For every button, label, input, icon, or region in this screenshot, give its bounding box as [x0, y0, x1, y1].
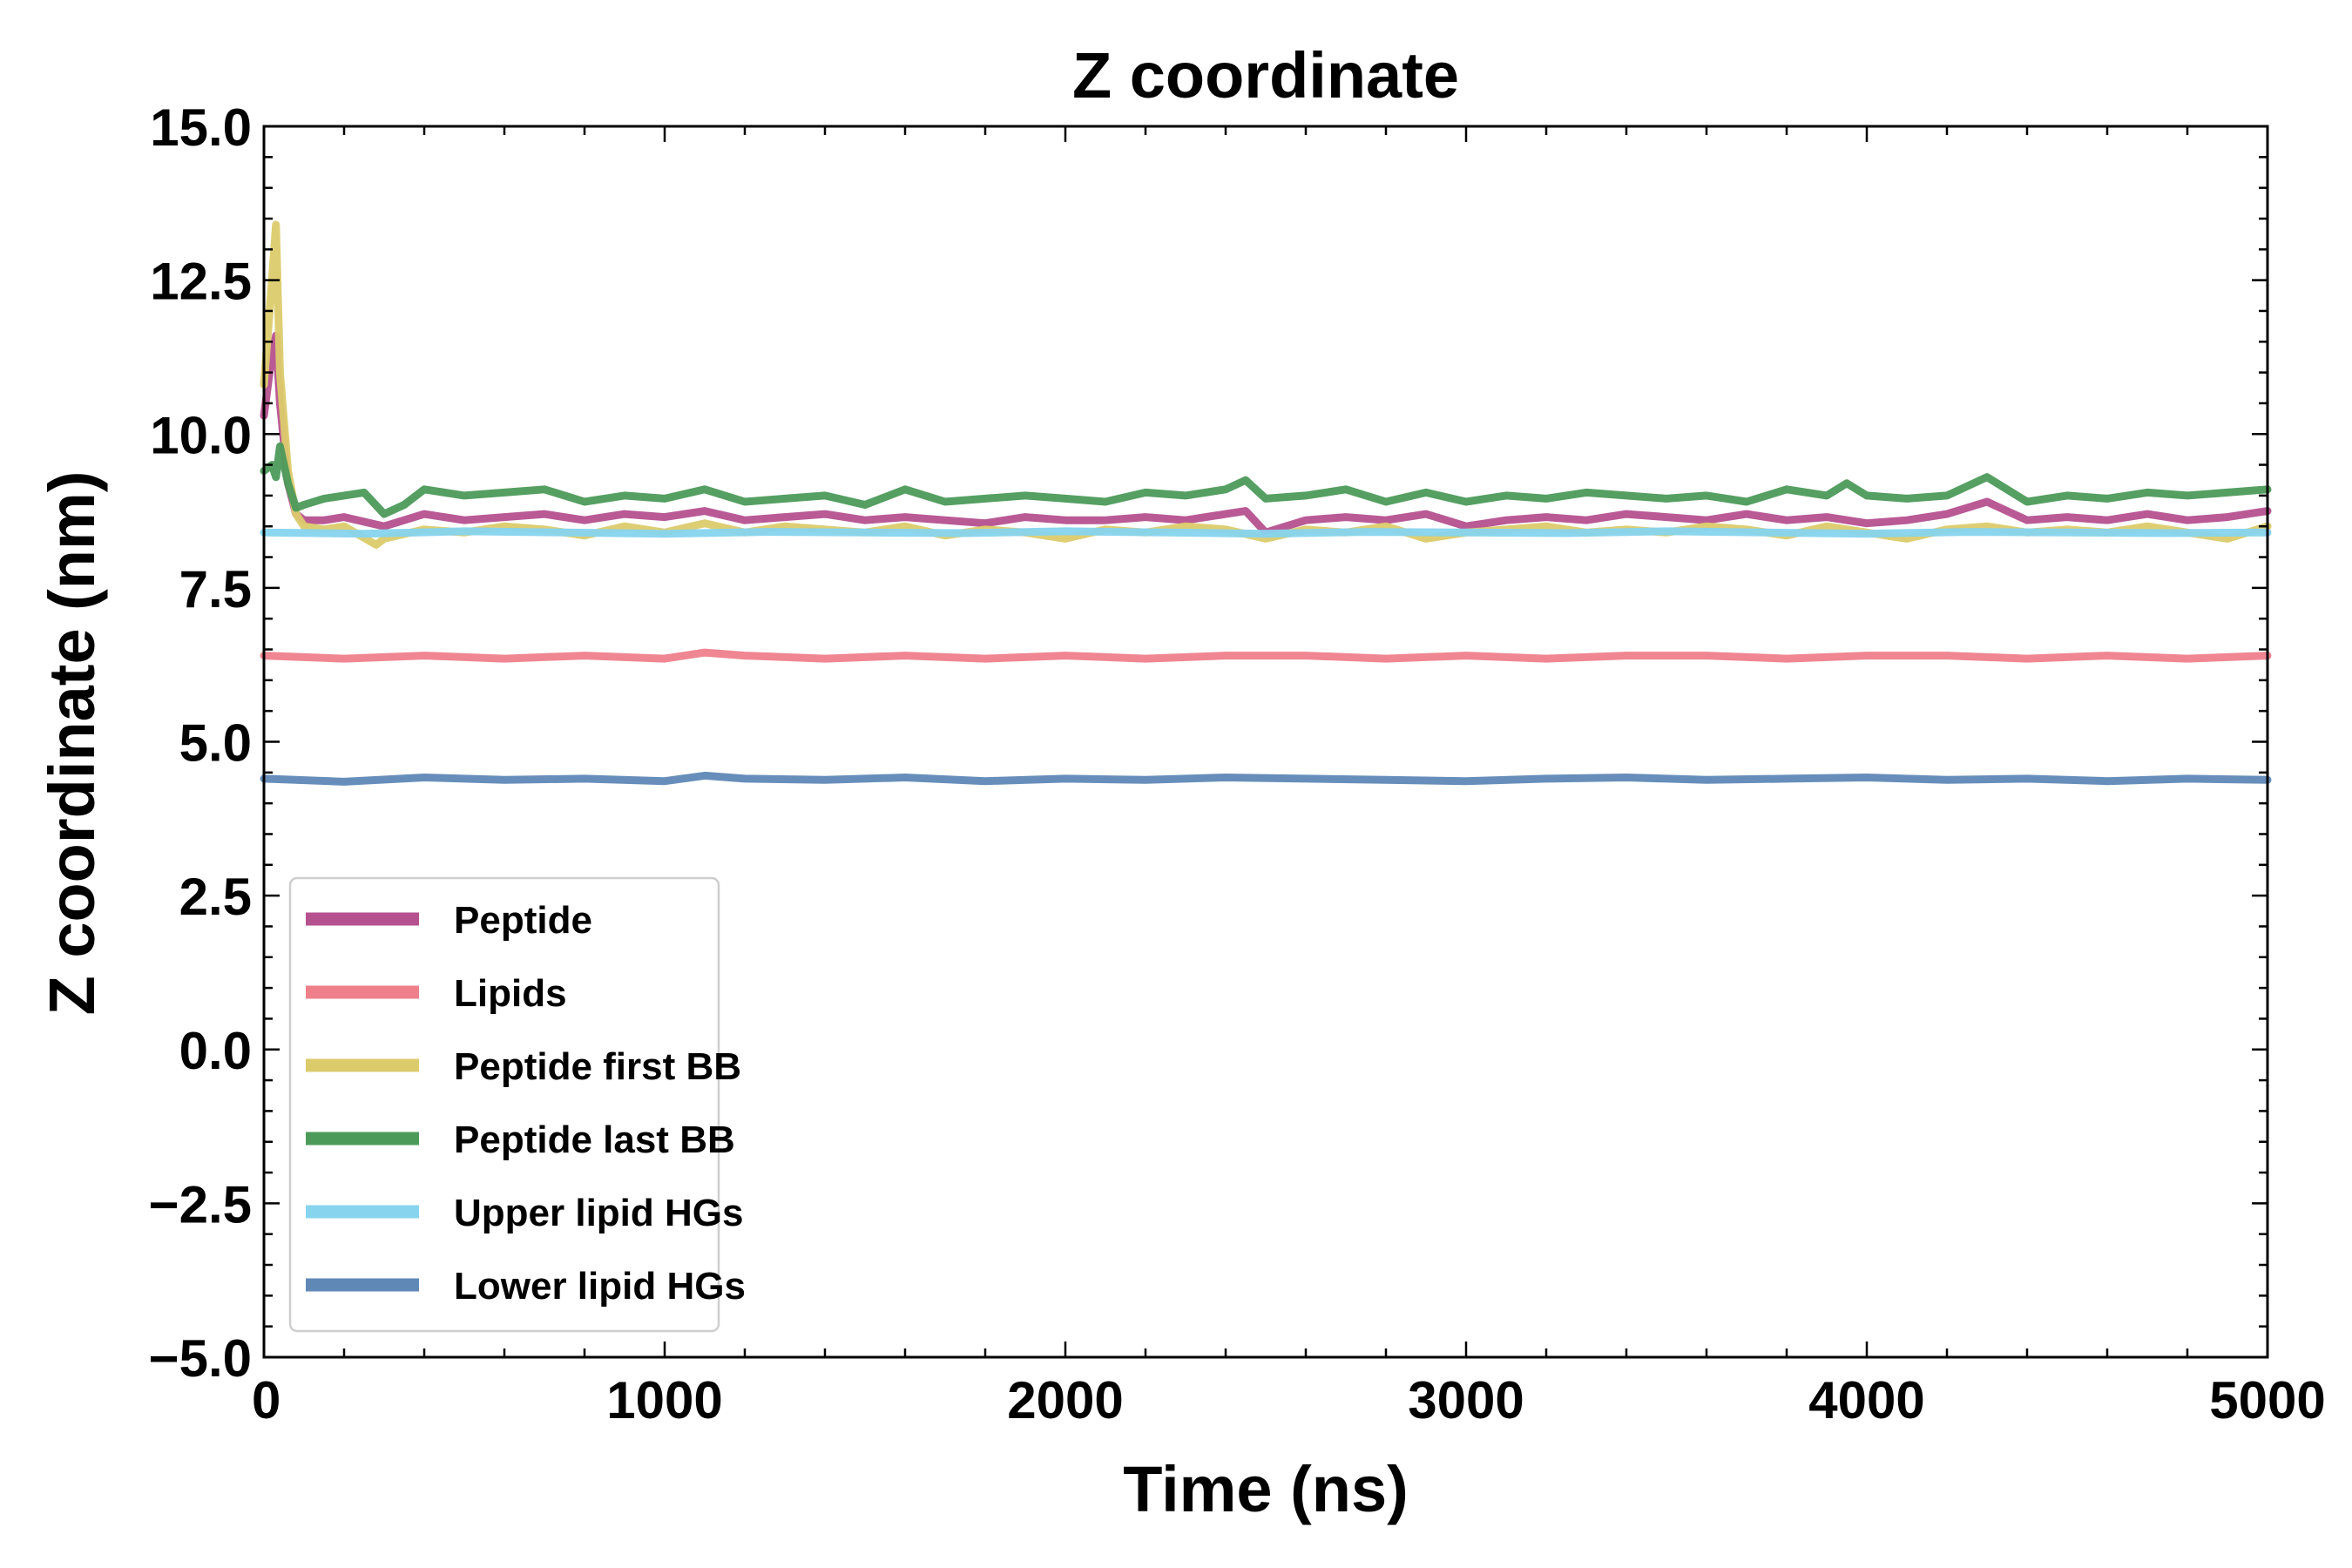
y-tick-label: 10.0: [150, 406, 252, 464]
legend-label: Lipids: [454, 972, 567, 1015]
x-tick-label: 5000: [2209, 1371, 2325, 1429]
y-tick-label: 0.0: [179, 1022, 252, 1080]
legend-box: [288, 876, 720, 1333]
legend-label: Lower lipid HGs: [454, 1265, 746, 1308]
legend: Peptide Lipids Peptide first BB Peptide las…: [288, 876, 746, 1333]
y-tick-label: 15.0: [150, 98, 252, 157]
legend-label: Peptide: [454, 899, 592, 942]
y-tick-label: 2.5: [179, 868, 252, 926]
x-axis-label: Time (ns): [1123, 1453, 1409, 1525]
y-axis-label: Z coordinate (nm): [36, 471, 108, 1016]
series-line-lower-lipid-hgs: [260, 771, 2272, 786]
x-tick-label: 3000: [1408, 1371, 1524, 1429]
x-tick-label: 0: [252, 1371, 280, 1429]
y-tick-label: 12.5: [150, 253, 252, 311]
chart-title: Z coordinate: [1072, 39, 1459, 112]
x-tick-label: 4000: [1808, 1371, 1924, 1429]
x-tick-label: 1000: [606, 1371, 722, 1429]
legend-label: Peptide last BB: [454, 1119, 735, 1161]
series-line-upper-lipid-hgs: [260, 527, 2272, 538]
series-line-peptide: [260, 331, 2272, 537]
y-tick-label: −2.5: [149, 1175, 252, 1233]
series-line-lipids: [260, 648, 2272, 663]
x-tick-label: 2000: [1007, 1371, 1123, 1429]
legend-label: Peptide first BB: [454, 1045, 741, 1088]
y-tick-label: 7.5: [179, 560, 252, 618]
y-tick-label: −5.0: [149, 1329, 252, 1388]
legend-label: Upper lipid HGs: [454, 1192, 743, 1234]
series-line-peptide-last-bb: [260, 442, 2272, 518]
y-tick-label: 5.0: [179, 714, 252, 773]
plot-area: 0 1000 2000 3000 4000 5000 −5.0 −2.5 0.0 2.5 5.0 7.…: [149, 98, 2326, 1429]
